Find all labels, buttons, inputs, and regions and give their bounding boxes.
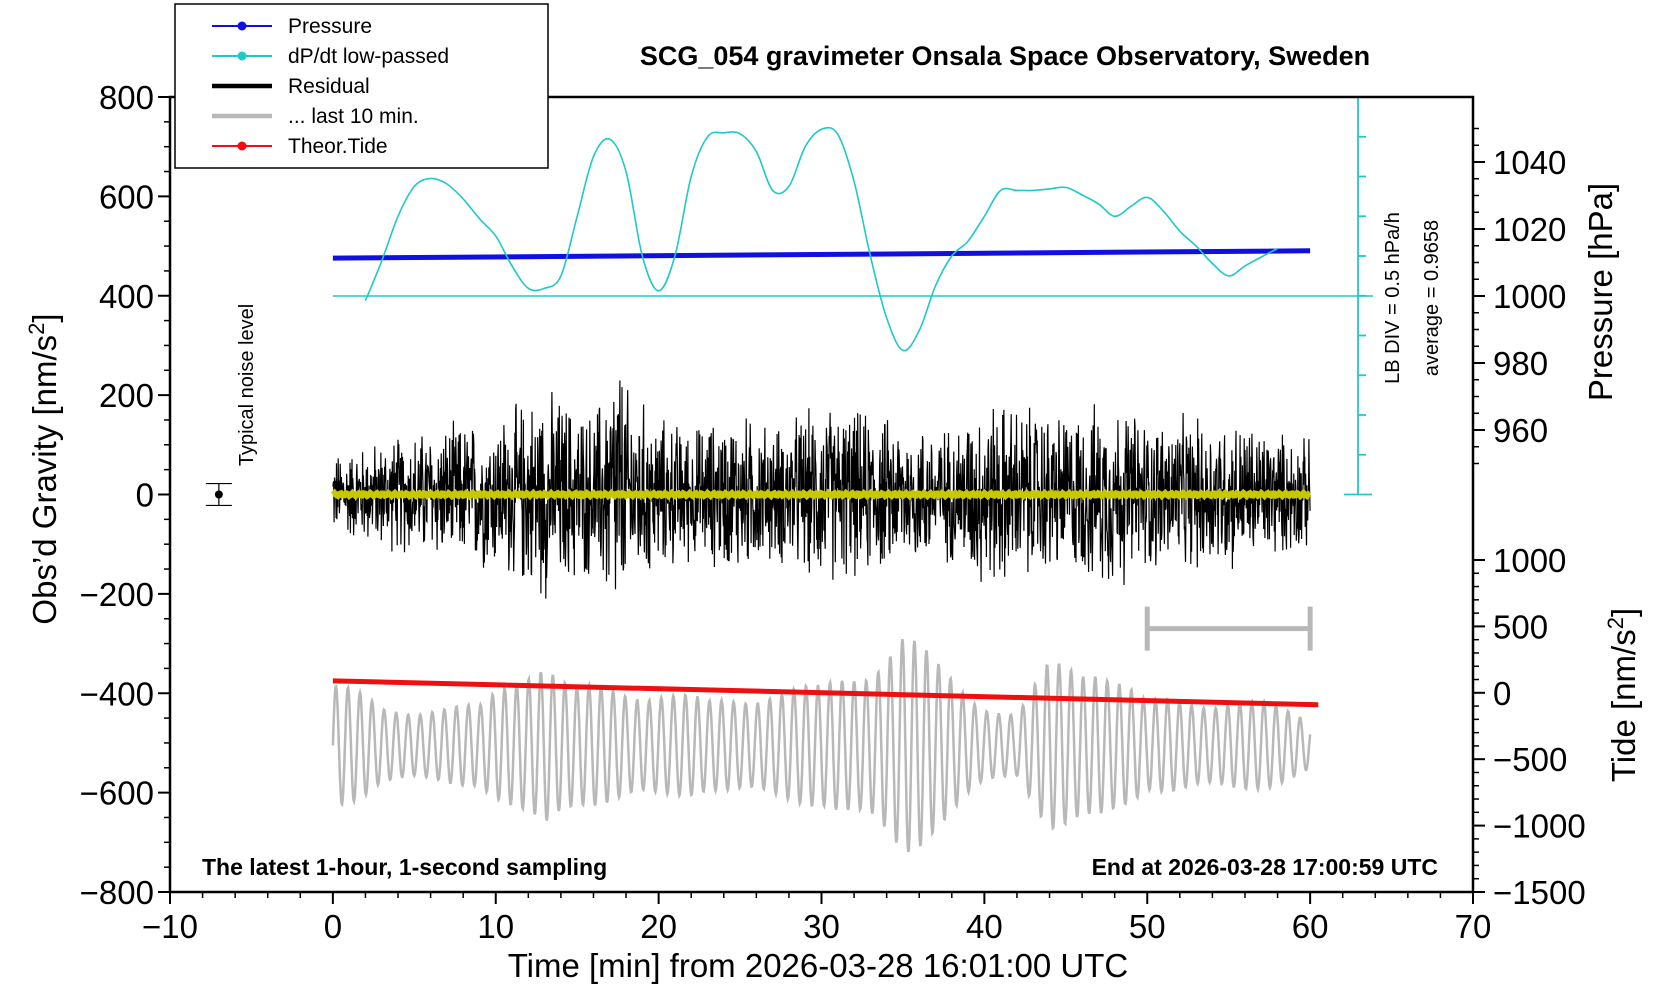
legend: Pressure dP/dt low-passed Residual ... last…: [174, 3, 549, 169]
x-tick-label: −10: [142, 908, 198, 945]
y-left-tick-label: 200: [99, 377, 154, 414]
y-axis-tide-label-end: ]: [1605, 608, 1642, 617]
y-left-tick-label: 0: [136, 477, 154, 514]
y-axis-tide-label-sup: 2: [1603, 617, 1628, 629]
y-axis-tide-label-main: Tide [nm/s: [1605, 629, 1642, 782]
tide-tick-label: 0: [1493, 675, 1511, 712]
x-axis-label: Time [min] from 2026-03-28 16:01:00 UTC: [508, 947, 1129, 984]
x-tick-label: 0: [324, 908, 342, 945]
legend-label: Residual: [288, 75, 370, 98]
tide-tick-label: 500: [1493, 608, 1548, 645]
axes-layer: −10 0 10 20 30 40 50 60 708006004002000−200−400−…: [80, 79, 1586, 945]
x-tick-label: 60: [1292, 908, 1329, 945]
y-left-tick-label: 800: [99, 79, 154, 116]
y-left-tick-label: 600: [99, 178, 154, 215]
y-axis-tide-label: Tide [nm/s2]: [1603, 608, 1642, 782]
tide-tick-label: 1000: [1493, 542, 1566, 579]
legend-items: Pressure dP/dt low-passed Residual ... last…: [212, 15, 449, 158]
noise-level-label: Typical noise level: [236, 304, 258, 466]
pressure-series: [332, 248, 1311, 261]
tide-tick-label: −500: [1493, 741, 1567, 778]
average-label: average = 0.9658: [1421, 220, 1443, 376]
y-left-tick-label: −400: [80, 675, 154, 712]
legend-marker: [237, 21, 247, 31]
y-axis-left-label: Obs’d Gravity [nm/s2]: [24, 313, 63, 624]
x-tick-label: 70: [1455, 908, 1492, 945]
dpdt-series: [364, 126, 1278, 352]
pressure-tick-label: 960: [1493, 412, 1548, 449]
x-tick-label: 50: [1129, 908, 1166, 945]
legend-marker: [237, 141, 247, 151]
y-left-tick-label: −800: [80, 874, 154, 911]
legend-marker: [237, 51, 247, 61]
pressure-tick-label: 1020: [1493, 211, 1566, 248]
footer-right-label: End at 2026-03-28 17:00:59 UTC: [1092, 854, 1438, 880]
legend-label: dP/dt low-passed: [288, 45, 449, 68]
y-left-tick-label: −600: [80, 775, 154, 812]
footer-left-label: The latest 1-hour, 1-second sampling: [202, 854, 607, 880]
lb-div-label: LB DIV = 0.5 hPa/h: [1382, 212, 1404, 384]
x-tick-label: 40: [966, 908, 1003, 945]
pressure-tick-label: 980: [1493, 345, 1548, 382]
pressure-tick-label: 1000: [1493, 278, 1566, 315]
legend-label: ... last 10 min.: [288, 105, 419, 128]
plot-layer: [205, 96, 1373, 853]
y-axis-left-label-end: ]: [26, 313, 63, 322]
y-left-tick-label: 400: [99, 278, 154, 315]
x-tick-label: 30: [803, 908, 840, 945]
y-axis-left-label-sup: 2: [24, 323, 49, 335]
y-axis-left-label-main: Obs’d Gravity [nm/s: [26, 335, 63, 625]
pressure-tick-label: 1040: [1493, 144, 1566, 181]
legend-label: Theor.Tide: [288, 135, 388, 158]
legend-label: Pressure: [288, 15, 372, 38]
y-axis-pressure-label: Pressure [hPa]: [1582, 183, 1619, 401]
x-tick-label: 20: [640, 908, 677, 945]
noise-point: [214, 490, 223, 499]
tide-residual-series: [331, 638, 1312, 853]
residual-series: [332, 380, 1311, 599]
x-tick-label: 10: [477, 908, 514, 945]
chart-title: SCG_054 gravimeter Onsala Space Observat…: [640, 41, 1370, 71]
y-left-tick-label: −200: [80, 576, 154, 613]
tide-tick-label: −1500: [1493, 874, 1586, 911]
theor-tide-series: [332, 678, 1319, 708]
tide-tick-label: −1000: [1493, 808, 1586, 845]
residual-smoothed-series: [330, 488, 1312, 501]
